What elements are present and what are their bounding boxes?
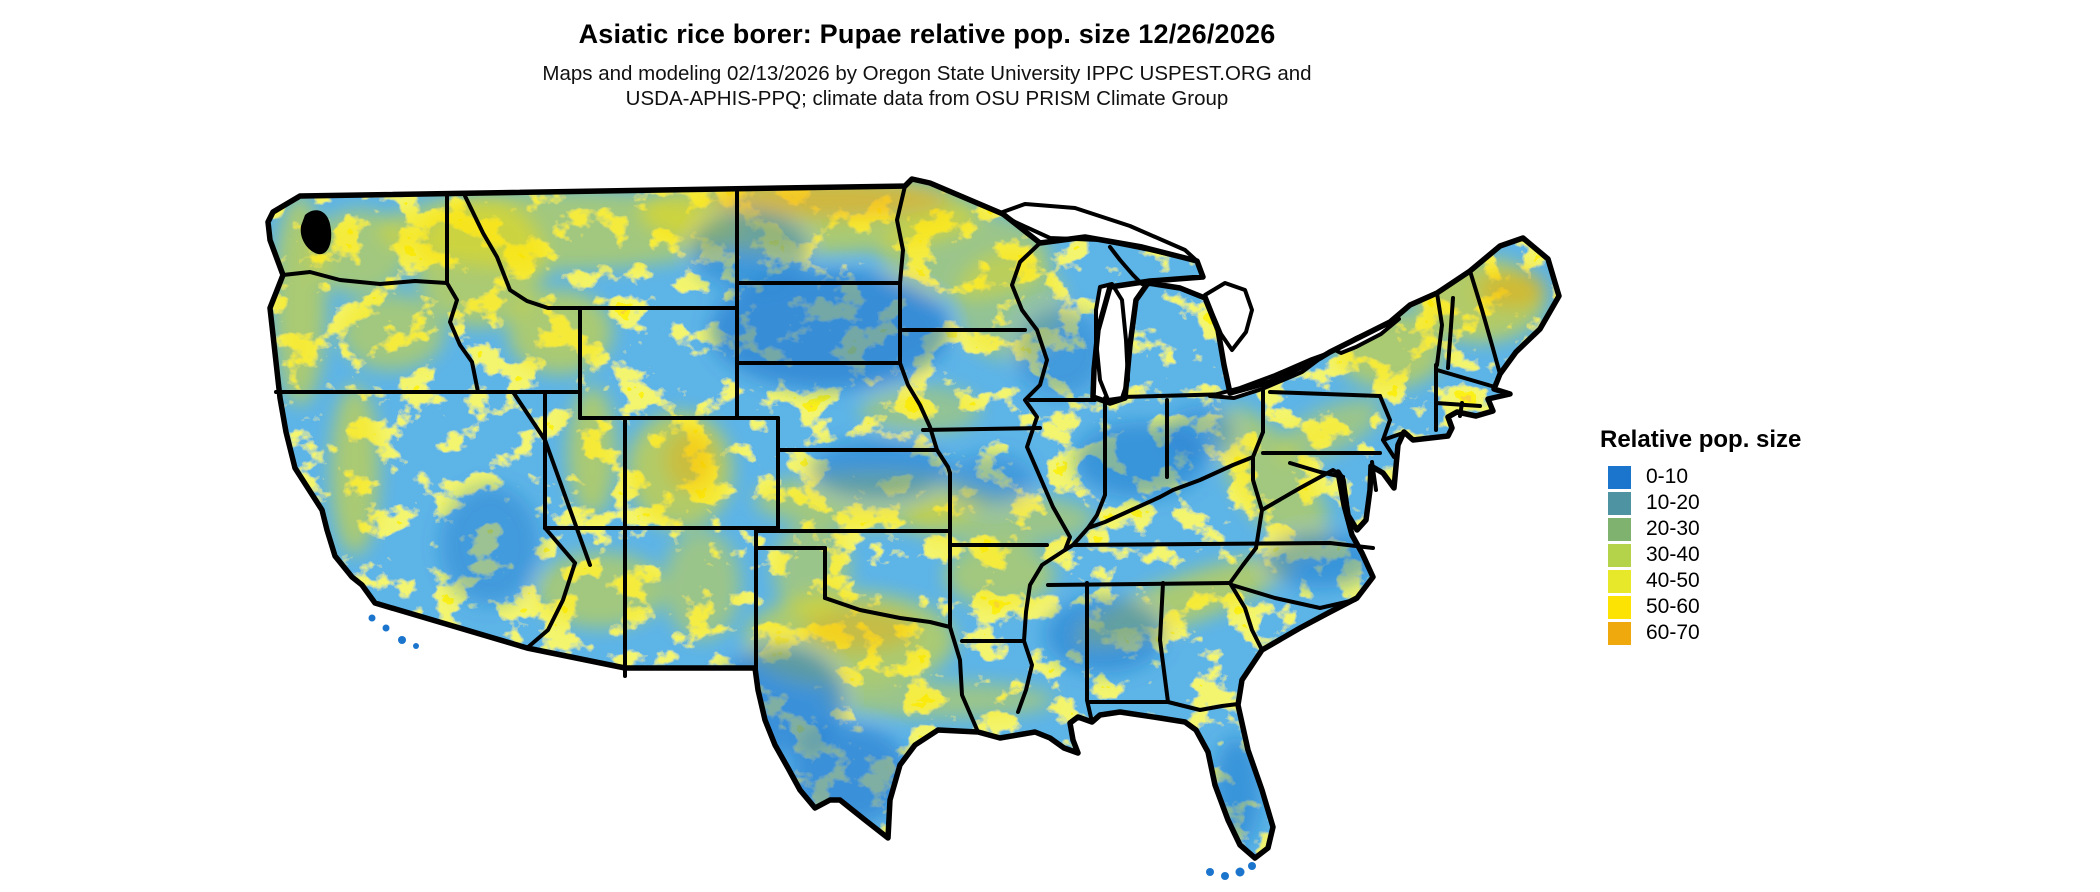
legend-row: 60-70 (1600, 620, 1801, 646)
legend-label: 10-20 (1646, 491, 1700, 514)
puget-sound-coast (300, 210, 332, 255)
legend-swatch-30-40 (1608, 543, 1631, 567)
population-raster (268, 179, 1559, 858)
lake-michigan (1094, 282, 1130, 402)
legend: Relative pop. size 0-10 10-20 20-30 30-4… (1600, 426, 1801, 646)
legend-swatch-40-50 (1608, 569, 1631, 593)
legend-label: 0-10 (1646, 465, 1689, 488)
legend-swatch-20-30 (1608, 517, 1631, 541)
coastline (265, 176, 1562, 880)
legend-swatch-50-60 (1608, 595, 1631, 619)
map-subtitle: Maps and modeling 02/13/2026 by Oregon S… (9, 61, 1845, 111)
legend-title: Relative pop. size (1600, 426, 1802, 453)
legend-label: 60-70 (1646, 621, 1700, 644)
legend-label: 30-40 (1646, 543, 1700, 566)
legend-row: 10-20 (1600, 490, 1801, 516)
subtitle-line-2: USDA-APHIS-PPQ; climate data from OSU PR… (625, 87, 1229, 110)
state-borders (274, 184, 1502, 734)
page-title: Asiatic rice borer: Pupae relative pop. … (578, 19, 1276, 49)
legend-row: 40-50 (1600, 568, 1801, 594)
legend-swatch-60-70 (1608, 621, 1631, 645)
legend-row: 50-60 (1600, 594, 1801, 620)
legend-row: 20-30 (1600, 516, 1801, 542)
legend-label: 40-50 (1646, 569, 1700, 592)
legend-label: 20-30 (1646, 517, 1700, 540)
legend-swatch-0-10 (1608, 465, 1631, 489)
legend-swatch-10-20 (1608, 491, 1631, 515)
legend-row: 30-40 (1600, 542, 1801, 568)
legend-label: 50-60 (1646, 595, 1700, 618)
subtitle-line-1: Maps and modeling 02/13/2026 by Oregon S… (542, 62, 1312, 85)
legend-row: 0-10 (1600, 464, 1801, 490)
